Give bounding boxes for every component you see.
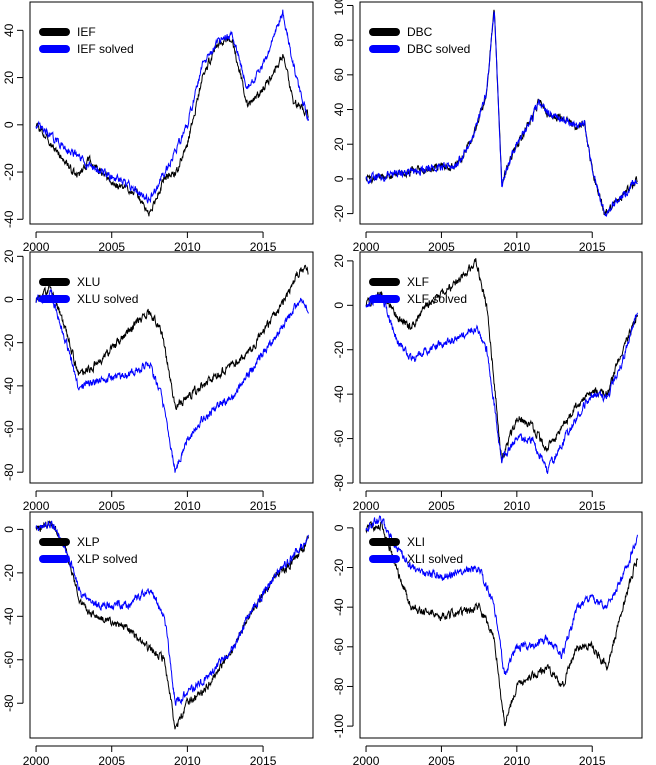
y-tick-label: 0: [2, 526, 16, 533]
legend-label: XLP solved: [77, 552, 138, 566]
x-tick-label: 2000: [353, 240, 380, 254]
x-tick-label: 2015: [250, 240, 277, 254]
x-tick-label: 2000: [23, 499, 50, 513]
x-tick-label: 2010: [503, 240, 530, 254]
y-tick-label: 0: [332, 175, 346, 182]
y-tick-label: -40: [2, 210, 16, 228]
legend-label: IEF solved: [77, 42, 134, 56]
legend-label: XLU solved: [77, 292, 138, 306]
y-tick-label: -80: [332, 474, 346, 492]
y-tick-label: -60: [2, 420, 16, 438]
y-tick-label: -20: [332, 559, 346, 577]
x-tick-label: 2005: [98, 499, 125, 513]
legend-label: XLF solved: [407, 292, 467, 306]
plot-frame: [359, 1, 643, 225]
chart-panel-0: 2000 2005 2010 2015 -40 -20 0 20 40 IEF IEF solved: [2, 1, 314, 254]
x-tick-label: 2005: [428, 754, 455, 765]
legend: XLP XLP solved: [39, 535, 138, 566]
x-tick-label: 2015: [579, 499, 606, 513]
legend-label: DBC: [407, 25, 433, 39]
x-tick-label: 2000: [353, 754, 380, 765]
plot-frame: [29, 1, 314, 225]
y-tick-label: -60: [332, 430, 346, 448]
legend: XLU XLU solved: [39, 275, 138, 306]
plot-frame: [359, 511, 643, 739]
y-tick-label: -40: [2, 377, 16, 395]
series-line-xli: [365, 520, 638, 727]
chart-panel-1: 2000 2005 2010 2015 -20 0 20 40 60 80 100 DBC DBC so…: [332, 0, 643, 254]
x-tick-label: 2000: [23, 754, 50, 765]
y-tick-label: 20: [2, 71, 16, 85]
legend-label: XLI: [407, 535, 425, 549]
y-tick-label: -60: [332, 638, 346, 656]
plot-frame: [359, 251, 643, 484]
series-line-dbc-solved: [365, 10, 638, 218]
series-line-xlf-solved: [365, 292, 638, 474]
x-tick-label: 2015: [250, 754, 277, 765]
y-tick-label: 20: [2, 249, 16, 263]
y-tick-label: 40: [332, 103, 346, 117]
x-tick-label: 2000: [23, 240, 50, 254]
y-tick-label: -80: [2, 463, 16, 481]
legend: IEF IEF solved: [39, 25, 134, 56]
legend: XLF XLF solved: [369, 275, 467, 306]
y-tick-label: 0: [332, 524, 346, 531]
legend-label: XLF: [407, 275, 429, 289]
x-tick-label: 2000: [353, 499, 380, 513]
x-tick-label: 2005: [428, 240, 455, 254]
chart-panel-3: 2000 2005 2010 2015 -80 -60 -40 -20 0 20 XLF XLF so…: [332, 251, 643, 513]
series-line-ief: [35, 36, 309, 217]
x-tick-label: 2010: [174, 240, 201, 254]
legend: DBC DBC solved: [369, 25, 470, 56]
x-tick-label: 2015: [250, 499, 277, 513]
legend-label: IEF: [77, 25, 96, 39]
legend-label: XLP: [77, 535, 100, 549]
x-tick-label: 2010: [503, 499, 530, 513]
legend: XLI XLI solved: [369, 535, 463, 566]
legend-label: XLU: [77, 275, 100, 289]
x-tick-label: 2005: [98, 754, 125, 765]
series-line-xli-solved: [365, 515, 638, 676]
y-tick-label: -20: [2, 334, 16, 352]
chart-panel-5: 2000 2005 2010 2015 -100 -80 -60 -40 -20 0 XLI XLI …: [332, 511, 643, 765]
y-tick-label: -20: [2, 163, 16, 181]
y-tick-label: -40: [332, 598, 346, 616]
x-tick-label: 2015: [579, 754, 606, 765]
y-tick-label: -60: [2, 651, 16, 669]
y-tick-label: 20: [332, 137, 346, 151]
x-tick-label: 2010: [174, 754, 201, 765]
legend-label: DBC solved: [407, 42, 470, 56]
x-tick-label: 2010: [503, 754, 530, 765]
y-tick-label: 20: [332, 254, 346, 268]
y-tick-label: 100: [332, 0, 346, 15]
y-tick-label: 0: [332, 302, 346, 309]
x-tick-label: 2005: [98, 240, 125, 254]
x-tick-label: 2015: [579, 240, 606, 254]
y-tick-label: -80: [332, 677, 346, 695]
y-tick-label: 60: [332, 68, 346, 82]
chart-panel-4: 2000 2005 2010 2015 -80 -60 -40 -20 0 XLP XLP solv…: [2, 511, 314, 765]
x-tick-label: 2005: [428, 499, 455, 513]
legend-label: XLI solved: [407, 552, 463, 566]
y-tick-label: -100: [332, 714, 346, 738]
series-line-xlu-solved: [35, 287, 309, 473]
y-tick-label: 80: [332, 33, 346, 47]
y-tick-label: -80: [2, 694, 16, 712]
series-line-xlu: [35, 264, 309, 410]
x-tick-label: 2010: [174, 499, 201, 513]
y-tick-label: 40: [2, 23, 16, 37]
y-tick-label: -20: [332, 341, 346, 359]
series-line-xlp-solved: [35, 520, 309, 706]
y-tick-label: -20: [332, 205, 346, 223]
series-line-ief-solved: [35, 9, 309, 205]
y-tick-label: -40: [2, 607, 16, 625]
y-tick-label: 0: [2, 121, 16, 128]
chart-panel-2: 2000 2005 2010 2015 -80 -60 -40 -20 0 20 XLU XLU so…: [2, 249, 314, 513]
y-tick-label: -20: [2, 564, 16, 582]
y-tick-label: 0: [2, 296, 16, 303]
plot-frame: [29, 251, 314, 484]
y-tick-label: -40: [332, 385, 346, 403]
plot-frame: [29, 511, 314, 739]
